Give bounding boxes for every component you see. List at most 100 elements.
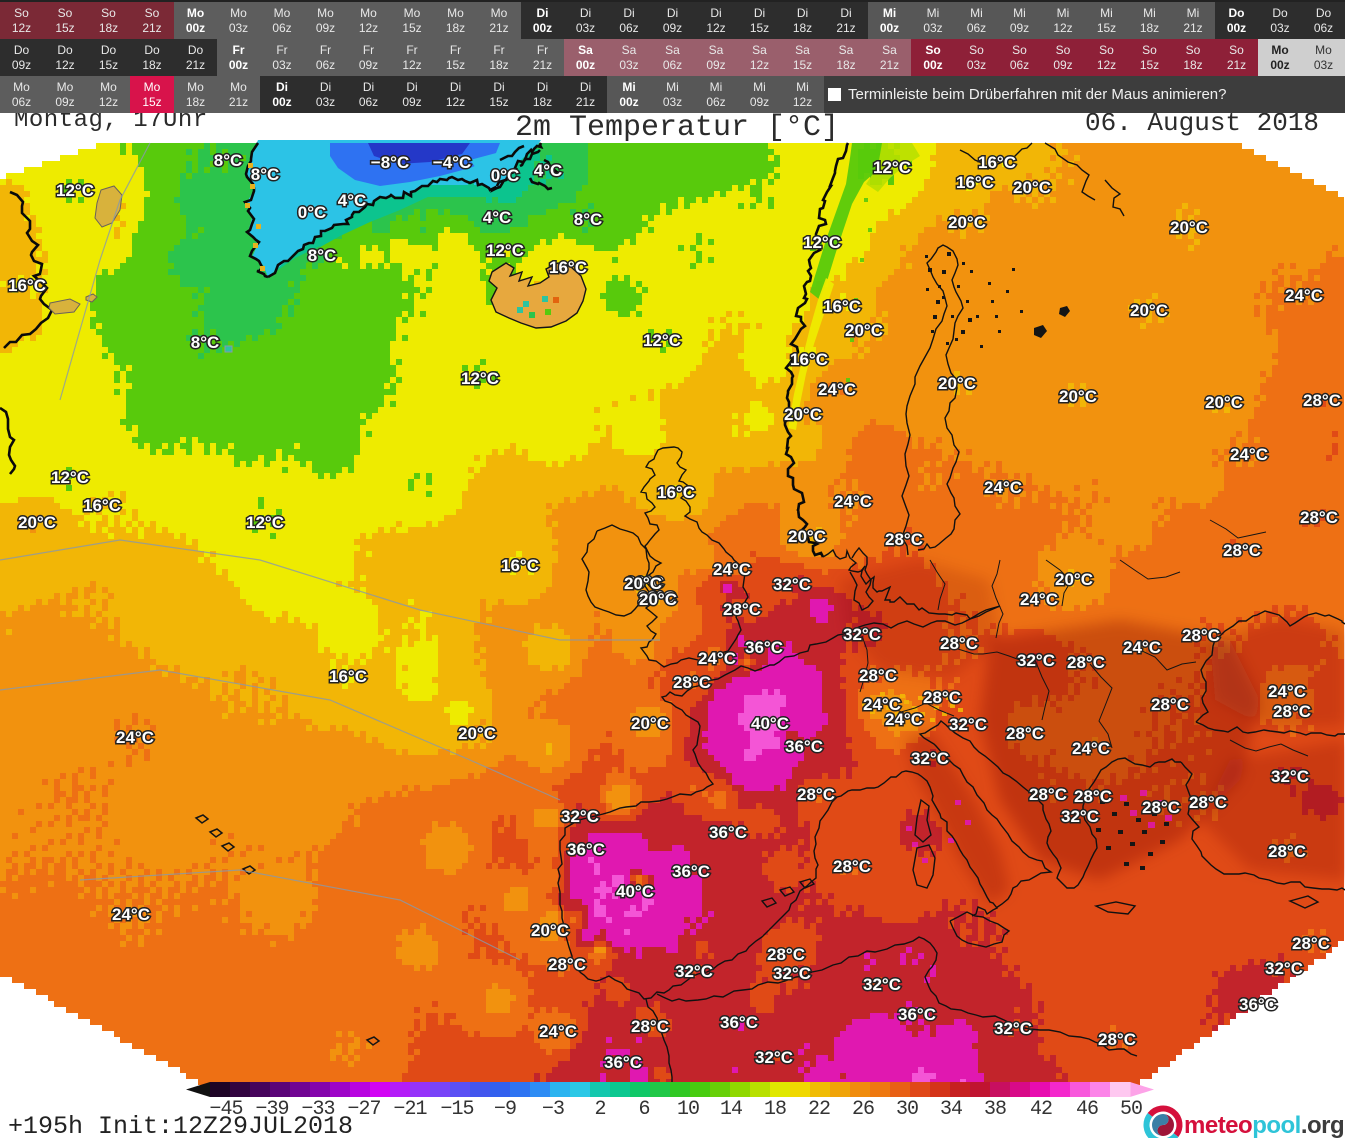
svg-text:28°C: 28°C <box>797 785 835 804</box>
svg-text:0°C: 0°C <box>298 203 327 222</box>
svg-text:12°C: 12°C <box>461 369 499 388</box>
svg-text:32°C: 32°C <box>675 962 713 981</box>
svg-text:4°C: 4°C <box>483 208 512 227</box>
svg-text:32°C: 32°C <box>911 749 949 768</box>
svg-text:−3: −3 <box>542 1098 564 1121</box>
svg-text:42: 42 <box>1030 1098 1052 1121</box>
svg-text:−15: −15 <box>440 1098 473 1121</box>
svg-text:32°C: 32°C <box>1271 767 1309 786</box>
svg-text:24°C: 24°C <box>984 478 1022 497</box>
svg-text:22: 22 <box>808 1098 830 1121</box>
svg-text:36°C: 36°C <box>709 823 747 842</box>
svg-text:16°C: 16°C <box>501 556 539 575</box>
svg-text:20°C: 20°C <box>638 588 676 607</box>
svg-text:28°C: 28°C <box>1098 1030 1136 1049</box>
svg-text:24°C: 24°C <box>885 710 923 729</box>
svg-text:28°C: 28°C <box>1300 508 1338 527</box>
svg-text:20°C: 20°C <box>1130 301 1168 320</box>
svg-text:−39: −39 <box>255 1098 288 1121</box>
svg-text:18: 18 <box>764 1098 786 1121</box>
svg-text:24°C: 24°C <box>698 649 736 668</box>
svg-text:28°C: 28°C <box>940 634 978 653</box>
svg-text:36°C: 36°C <box>567 840 605 859</box>
svg-text:16°C: 16°C <box>8 276 46 295</box>
svg-text:32°C: 32°C <box>1061 807 1099 826</box>
svg-text:10: 10 <box>677 1098 699 1121</box>
svg-text:28°C: 28°C <box>548 955 586 974</box>
svg-text:12°C: 12°C <box>486 241 524 260</box>
svg-text:8°C: 8°C <box>251 165 280 184</box>
svg-text:12°C: 12°C <box>873 158 911 177</box>
svg-text:26: 26 <box>852 1098 874 1121</box>
svg-text:4°C: 4°C <box>534 161 563 180</box>
svg-text:32°C: 32°C <box>843 625 881 644</box>
svg-text:20°C: 20°C <box>531 921 569 940</box>
svg-text:36°C: 36°C <box>785 737 823 756</box>
svg-text:20°C: 20°C <box>1059 387 1097 406</box>
svg-text:40°C: 40°C <box>616 882 654 901</box>
svg-text:20°C: 20°C <box>845 321 883 340</box>
svg-text:24°C: 24°C <box>863 695 901 714</box>
svg-text:12°C: 12°C <box>803 233 841 252</box>
svg-text:28°C: 28°C <box>1223 541 1261 560</box>
svg-text:28°C: 28°C <box>1292 934 1330 953</box>
svg-text:34: 34 <box>940 1098 962 1121</box>
svg-text:−8°C: −8°C <box>371 153 409 172</box>
svg-text:28°C: 28°C <box>885 530 923 549</box>
svg-text:30: 30 <box>896 1098 918 1121</box>
svg-text:20°C: 20°C <box>624 574 662 593</box>
svg-text:+195h Init:12Z29JUL2018: +195h Init:12Z29JUL2018 <box>8 1112 353 1138</box>
svg-text:32°C: 32°C <box>949 715 987 734</box>
svg-text:20°C: 20°C <box>458 724 496 743</box>
svg-text:24°C: 24°C <box>1230 445 1268 464</box>
svg-text:28°C: 28°C <box>1268 842 1306 861</box>
svg-text:28°C: 28°C <box>767 945 805 964</box>
svg-text:20°C: 20°C <box>938 374 976 393</box>
svg-text:−4°C: −4°C <box>433 153 471 172</box>
svg-text:20°C: 20°C <box>1013 178 1051 197</box>
svg-text:20°C: 20°C <box>18 513 56 532</box>
svg-text:20°C: 20°C <box>788 527 826 546</box>
svg-text:14: 14 <box>720 1098 742 1121</box>
svg-text:28°C: 28°C <box>1189 793 1227 812</box>
svg-text:46: 46 <box>1076 1098 1098 1121</box>
svg-text:28°C: 28°C <box>673 673 711 692</box>
svg-text:28°C: 28°C <box>1029 785 1067 804</box>
svg-text:16°C: 16°C <box>978 153 1016 172</box>
svg-text:28°C: 28°C <box>1006 724 1044 743</box>
svg-text:28°C: 28°C <box>923 688 961 707</box>
svg-text:2: 2 <box>594 1098 605 1121</box>
svg-text:24°C: 24°C <box>1020 590 1058 609</box>
svg-text:12°C: 12°C <box>51 468 89 487</box>
svg-text:16°C: 16°C <box>790 350 828 369</box>
svg-text:16°C: 16°C <box>823 297 861 316</box>
svg-text:−27: −27 <box>347 1098 380 1121</box>
svg-text:meteopool.org: meteopool.org <box>1184 1112 1344 1138</box>
svg-text:24°C: 24°C <box>713 560 751 579</box>
svg-text:12°C: 12°C <box>643 331 681 350</box>
svg-text:24°C: 24°C <box>1072 739 1110 758</box>
svg-text:4°C: 4°C <box>338 191 367 210</box>
svg-text:28°C: 28°C <box>723 600 761 619</box>
svg-text:24°C: 24°C <box>539 1022 577 1041</box>
svg-text:20°C: 20°C <box>784 405 822 424</box>
svg-text:16°C: 16°C <box>956 173 994 192</box>
svg-text:20°C: 20°C <box>948 213 986 232</box>
svg-text:28°C: 28°C <box>1074 787 1112 806</box>
svg-text:24°C: 24°C <box>1285 286 1323 305</box>
svg-text:24°C: 24°C <box>116 728 154 747</box>
svg-text:36°C: 36°C <box>720 1013 758 1032</box>
svg-text:−9: −9 <box>494 1098 516 1121</box>
svg-text:32°C: 32°C <box>994 1019 1032 1038</box>
svg-text:0°C: 0°C <box>491 166 520 185</box>
svg-text:36°C: 36°C <box>672 862 710 881</box>
svg-text:36°C: 36°C <box>745 638 783 657</box>
svg-text:8°C: 8°C <box>574 210 603 229</box>
svg-text:20°C: 20°C <box>626 573 664 592</box>
svg-text:12°C: 12°C <box>246 513 284 532</box>
svg-text:16°C: 16°C <box>657 483 695 502</box>
svg-text:36°C: 36°C <box>1239 995 1277 1014</box>
svg-text:16°C: 16°C <box>549 258 587 277</box>
svg-text:28°C: 28°C <box>1273 702 1311 721</box>
svg-text:24°C: 24°C <box>1123 638 1161 657</box>
